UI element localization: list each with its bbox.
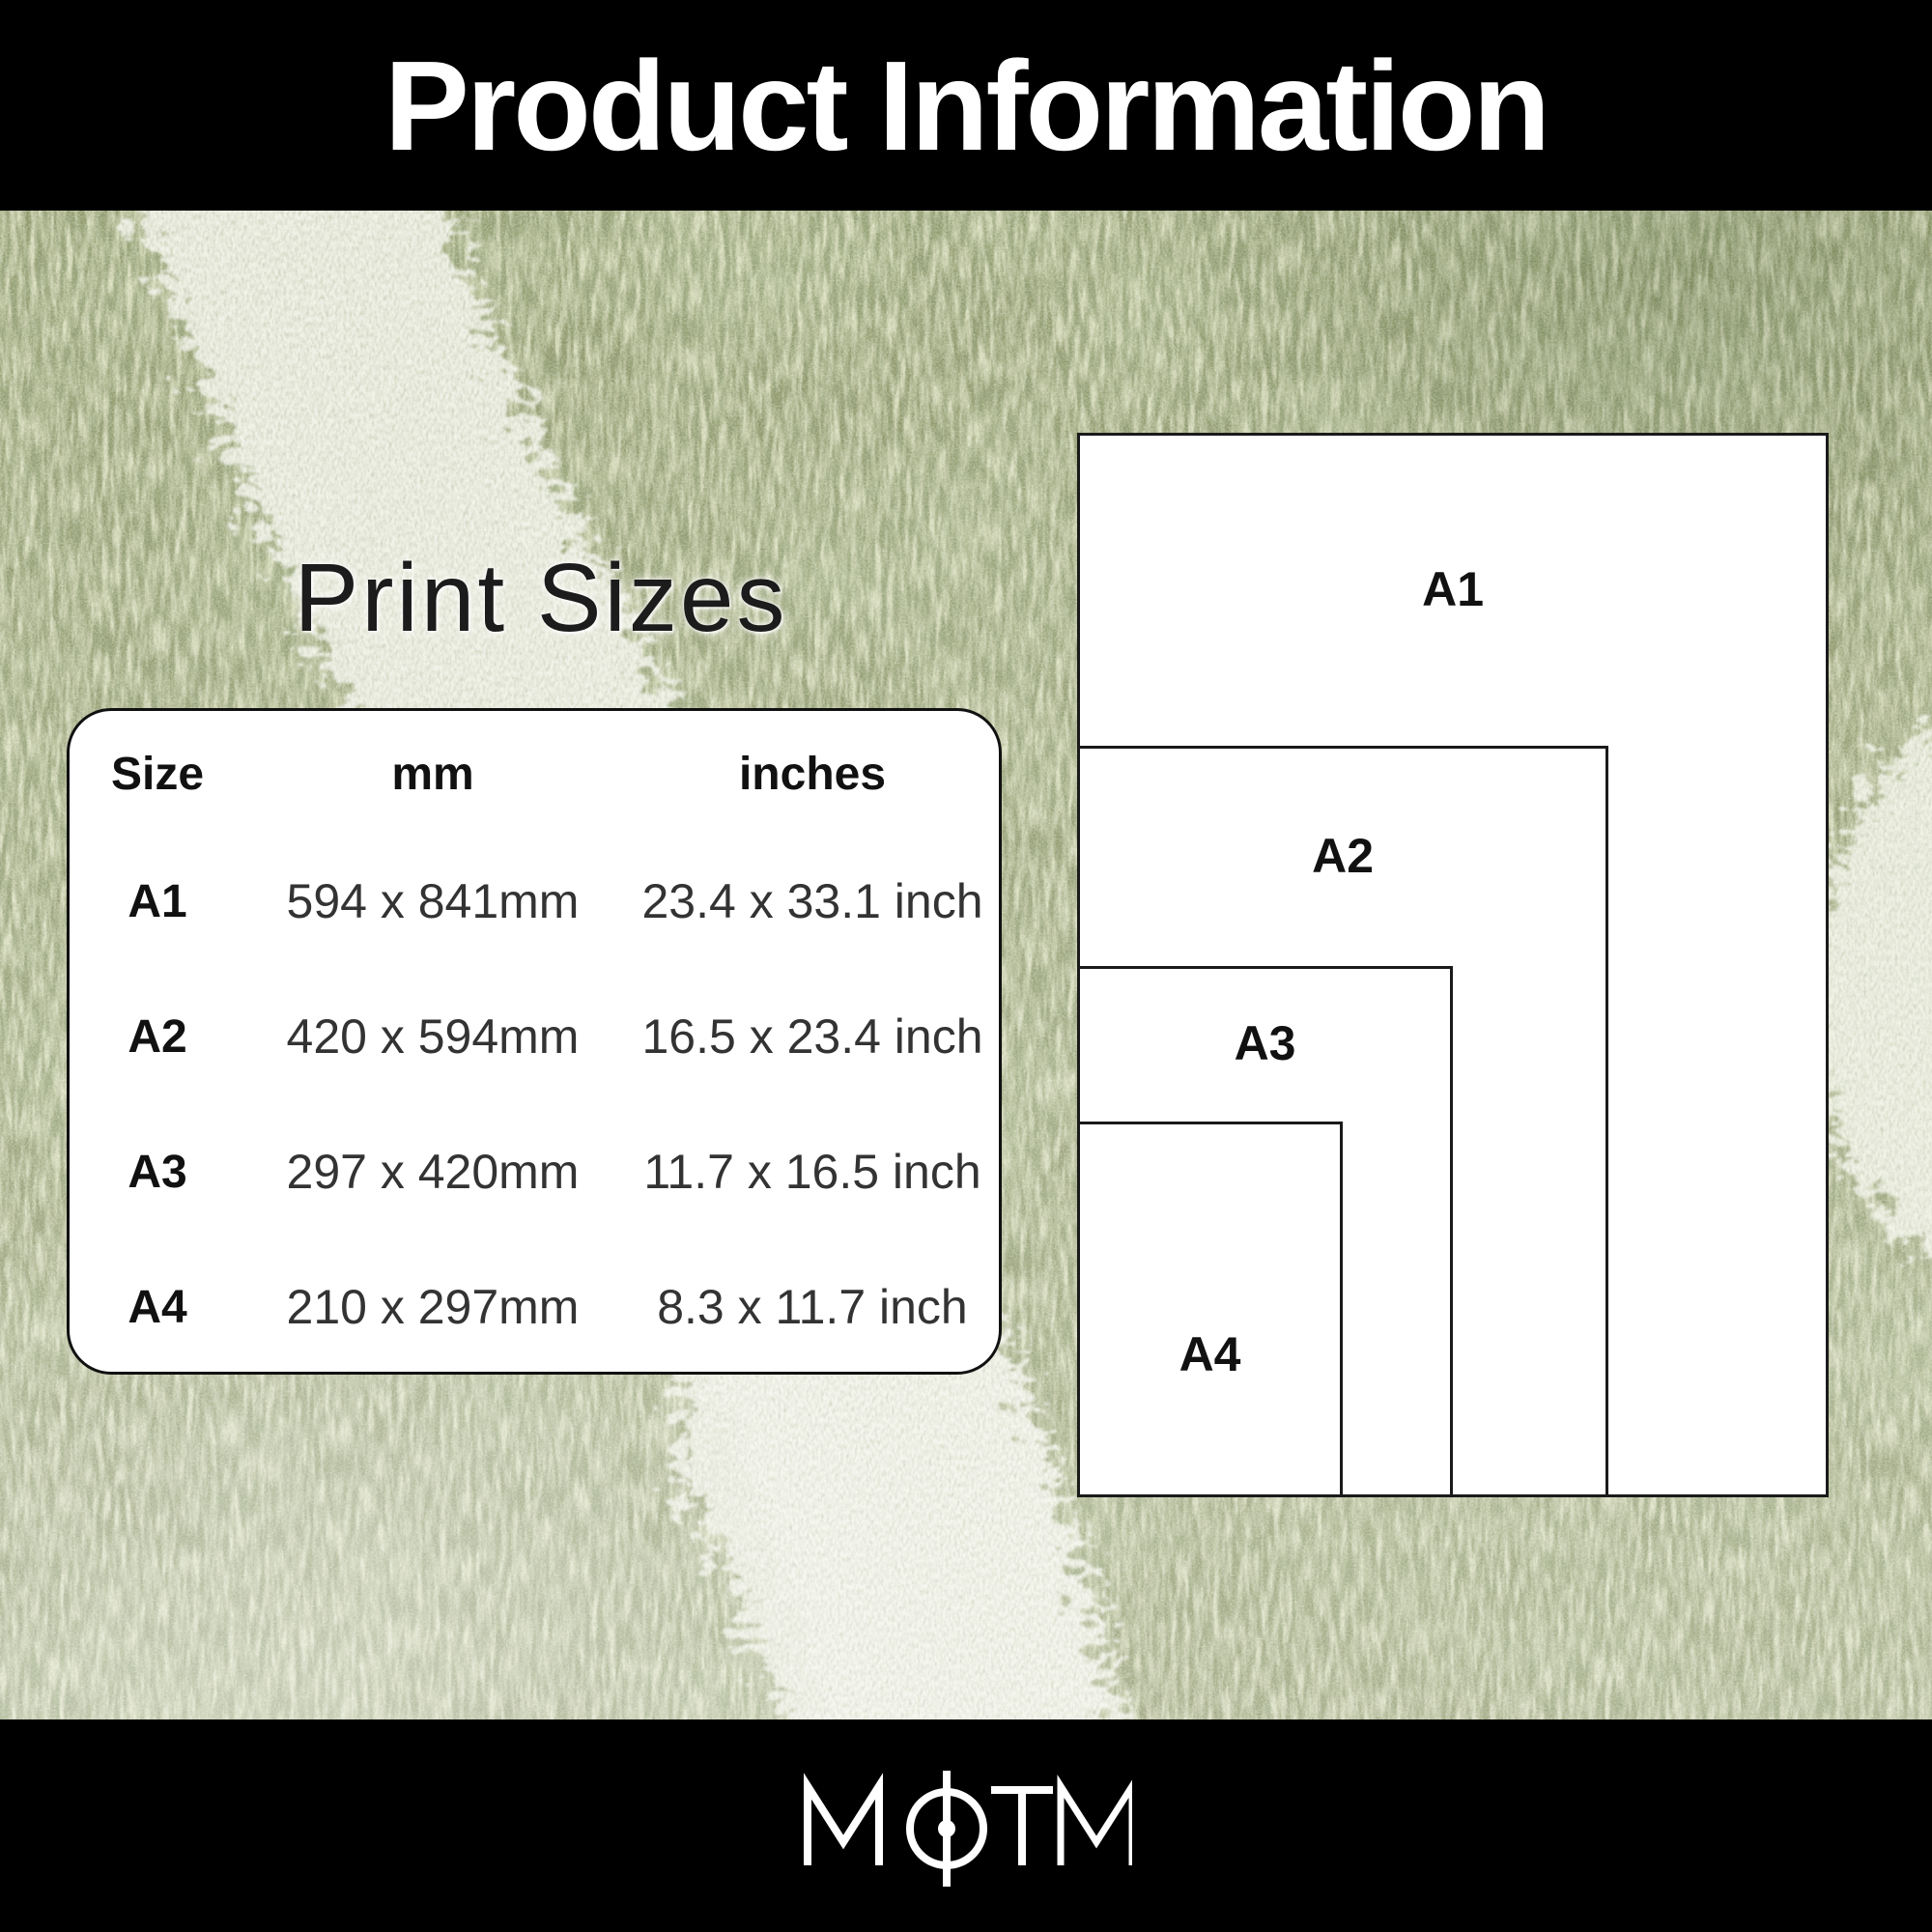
cell-inches: 8.3 x 11.7 inch bbox=[657, 1280, 968, 1334]
cell-inches: 16.5 x 23.4 inch bbox=[641, 1009, 983, 1064]
letter-m-2 bbox=[1057, 1775, 1132, 1865]
cell-size: A1 bbox=[128, 875, 187, 927]
column-header-size: Size bbox=[110, 748, 205, 800]
page-title: Product Information bbox=[384, 34, 1550, 177]
cell-mm: 210 x 297mm bbox=[286, 1280, 580, 1334]
centre-circle-o-icon bbox=[906, 1788, 987, 1869]
table-row-a3: A3 297 x 420mm 11.7 x 16.5 inch bbox=[70, 1104, 999, 1239]
cell-size: A2 bbox=[128, 1010, 187, 1063]
cell-size: A4 bbox=[128, 1281, 187, 1333]
motm-logo-icon bbox=[804, 1771, 1132, 1887]
size-table-header: Size mm inches bbox=[70, 735, 999, 812]
table-row-a4: A4 210 x 297mm 8.3 x 11.7 inch bbox=[70, 1239, 999, 1375]
print-sizes-title: Print Sizes bbox=[294, 544, 788, 652]
cell-size: A3 bbox=[128, 1146, 187, 1198]
cell-inches: 11.7 x 16.5 inch bbox=[643, 1145, 981, 1199]
cell-mm: 594 x 841mm bbox=[286, 874, 580, 928]
size-table-body: A1 594 x 841mm 23.4 x 33.1 inch A2 420 x 594… bbox=[70, 834, 999, 1375]
size-table-card: Size mm inches A1 594 x 841mm 23.4 x 33.1 … bbox=[67, 708, 1002, 1375]
footer-bar bbox=[0, 1719, 1932, 1932]
header-bar: Product Information bbox=[0, 0, 1932, 211]
column-header-mm: mm bbox=[391, 748, 474, 800]
cell-mm: 420 x 594mm bbox=[286, 1009, 580, 1064]
brand-logo bbox=[800, 1765, 1132, 1892]
cell-mm: 297 x 420mm bbox=[286, 1145, 580, 1199]
table-row-a1: A1 594 x 841mm 23.4 x 33.1 inch bbox=[70, 834, 999, 969]
centre-spot bbox=[938, 1820, 955, 1837]
column-header-inches: inches bbox=[738, 748, 887, 800]
table-row-a2: A2 420 x 594mm 16.5 x 23.4 inch bbox=[70, 969, 999, 1104]
letter-m-1 bbox=[804, 1773, 883, 1865]
cell-inches: 23.4 x 33.1 inch bbox=[641, 874, 983, 928]
